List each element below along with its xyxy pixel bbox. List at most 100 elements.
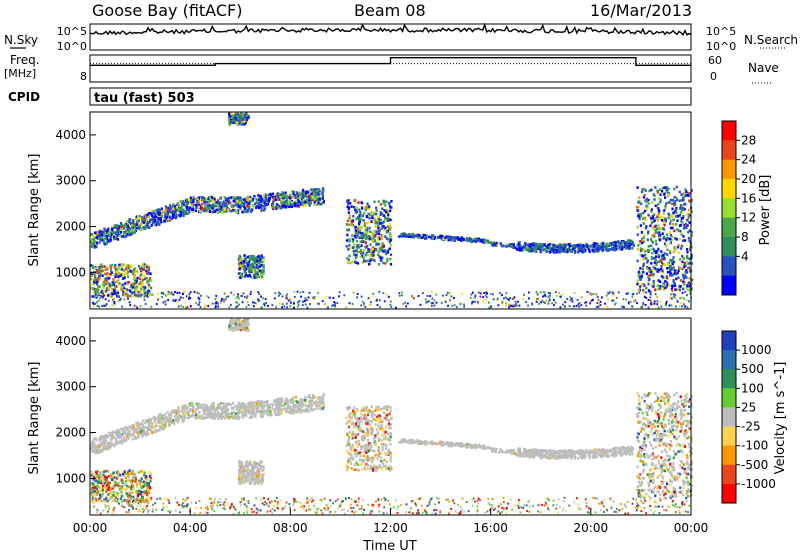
data-cell	[660, 259, 663, 262]
data-cell	[646, 238, 649, 241]
data-cell	[207, 305, 210, 308]
data-cell	[621, 246, 624, 249]
data-cell	[653, 194, 656, 197]
data-cell	[109, 294, 112, 297]
data-cell	[96, 277, 99, 280]
data-cell	[535, 300, 538, 303]
data-cell	[105, 282, 109, 286]
data-cell	[682, 235, 685, 238]
data-cell	[378, 299, 381, 302]
data-cell	[558, 246, 561, 249]
data-cell	[133, 279, 136, 282]
data-cell	[226, 198, 229, 202]
data-cell	[653, 300, 656, 303]
data-cell	[379, 222, 382, 225]
data-cell	[645, 197, 648, 201]
data-cell	[654, 251, 657, 255]
data-cell	[241, 275, 244, 278]
data-cell	[248, 255, 252, 259]
data-cell	[259, 260, 262, 263]
data-cell	[652, 247, 655, 251]
data-cell	[368, 237, 371, 241]
data-cell	[171, 293, 173, 296]
data-cell	[227, 408, 230, 411]
data-cell	[301, 401, 304, 405]
data-cell	[108, 431, 111, 435]
data-cell	[571, 300, 574, 303]
data-cell	[158, 297, 160, 300]
data-cell	[311, 196, 315, 200]
data-cell	[144, 421, 147, 425]
data-cell	[592, 292, 595, 295]
data-cell	[625, 292, 628, 295]
data-cell	[569, 246, 573, 250]
data-cell	[686, 248, 689, 251]
data-cell	[137, 222, 140, 226]
data-cell	[377, 200, 380, 203]
data-cell	[230, 209, 233, 213]
data-cell	[100, 263, 103, 266]
data-cell	[203, 199, 206, 202]
data-cell	[539, 245, 542, 248]
data-cell	[135, 226, 138, 230]
data-cell	[244, 273, 248, 277]
data-cell	[591, 299, 594, 302]
data-cell	[367, 297, 370, 300]
data-cell	[417, 236, 420, 240]
data-cell	[94, 241, 97, 244]
data-cell	[558, 250, 561, 254]
data-cell	[257, 203, 260, 207]
data-cell	[577, 250, 580, 254]
data-cell	[258, 265, 261, 268]
data-cell	[642, 264, 645, 268]
data-cell	[680, 247, 683, 250]
data-cell	[322, 405, 325, 409]
data-cell	[353, 250, 356, 253]
data-cell	[279, 408, 282, 411]
data-cell	[504, 296, 507, 299]
data-cell	[494, 244, 497, 247]
data-cell	[153, 217, 156, 221]
data-cell	[465, 239, 468, 242]
data-cell	[684, 270, 687, 274]
data-cell	[345, 306, 348, 309]
data-cell	[98, 436, 101, 440]
data-cell	[206, 205, 209, 208]
data-cell	[139, 273, 142, 277]
data-cell	[462, 238, 465, 242]
data-cell	[219, 417, 222, 420]
data-cell	[632, 300, 635, 303]
data-cell	[585, 304, 588, 307]
data-cell	[207, 407, 210, 410]
data-cell	[364, 240, 367, 244]
data-cell	[389, 257, 392, 261]
data-cell	[271, 204, 274, 208]
data-cell	[488, 241, 491, 244]
data-cell	[637, 270, 640, 274]
data-cell	[537, 245, 540, 249]
data-cell	[301, 304, 304, 307]
data-cell	[683, 192, 686, 196]
data-cell	[119, 436, 122, 439]
data-cell	[317, 292, 320, 295]
data-cell	[240, 261, 243, 265]
data-cell	[233, 414, 236, 418]
data-cell	[154, 215, 157, 219]
data-cell	[553, 299, 555, 302]
data-cell	[673, 195, 676, 199]
data-cell	[638, 291, 641, 294]
data-cell	[248, 260, 251, 264]
data-cell	[656, 227, 659, 231]
data-cell	[545, 299, 548, 302]
data-cell	[237, 407, 240, 410]
data-cell	[188, 293, 191, 296]
data-cell	[216, 211, 219, 214]
data-cell	[148, 277, 152, 280]
data-cell	[98, 285, 101, 288]
data-cell	[186, 407, 189, 410]
data-cell	[362, 256, 365, 260]
data-cell	[130, 425, 134, 429]
data-cell	[123, 272, 126, 276]
data-cell	[680, 193, 683, 196]
data-cell	[240, 123, 243, 126]
